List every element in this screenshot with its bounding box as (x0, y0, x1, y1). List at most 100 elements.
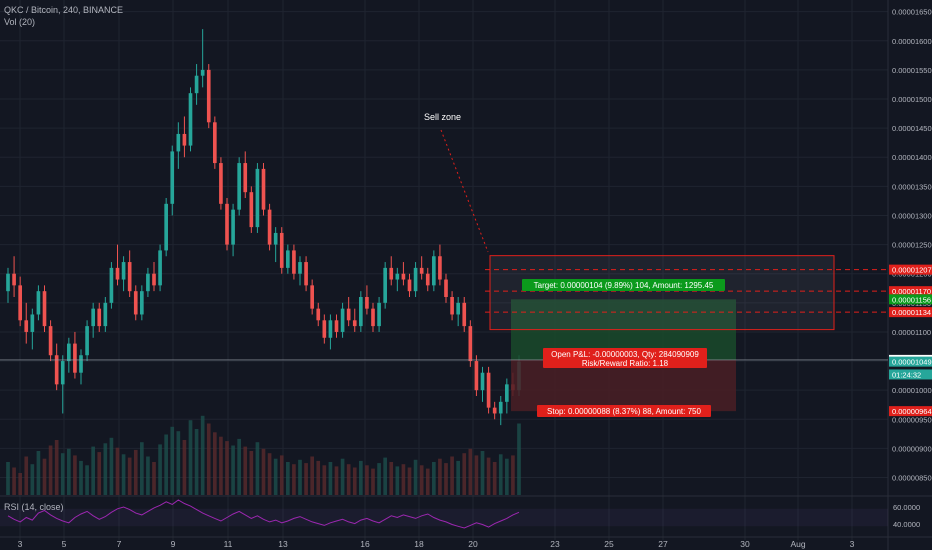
candle-body (486, 372, 491, 408)
candle-body (152, 273, 156, 286)
date-label: 27 (658, 539, 668, 549)
volume-bar (298, 459, 302, 495)
volume-bar (456, 460, 460, 495)
volume-bar (231, 445, 235, 495)
candle-body (127, 262, 132, 292)
candle-body (140, 291, 144, 315)
volume-bar (36, 451, 41, 495)
candle-body (413, 267, 418, 292)
candle-body (419, 267, 424, 274)
candle-body (383, 267, 387, 303)
price-tag-label: 0.00001207 (892, 266, 932, 275)
rsi-band (0, 508, 888, 527)
volume-bar (164, 434, 168, 495)
date-label: 3 (18, 539, 23, 549)
date-label: 20 (468, 539, 478, 549)
volume-bar (279, 455, 284, 495)
volume-bar (188, 420, 193, 495)
volume-bar (200, 415, 205, 495)
volume-bar (401, 464, 406, 495)
candle-body (91, 308, 95, 327)
candle-body (492, 407, 497, 414)
candle-body (279, 232, 284, 268)
volume-bar (206, 423, 211, 495)
price-tick-label: 0.00001500 (892, 95, 932, 104)
date-label: 30 (740, 539, 750, 549)
candle-body (249, 192, 254, 228)
price-tick-label: 0.00001650 (892, 8, 932, 17)
volume-bar (73, 455, 77, 495)
volume-bar (340, 458, 345, 495)
candle-body (328, 320, 333, 338)
candle-body (462, 302, 467, 327)
volume-bar (219, 436, 223, 495)
volume-bar (60, 453, 65, 495)
volume-bar (334, 466, 339, 495)
price-tick-label: 0.00000900 (892, 444, 932, 453)
volume-bar (213, 432, 217, 495)
candle-body (425, 273, 430, 286)
candle-body (176, 133, 181, 152)
price-tick-label: 0.00001250 (892, 241, 932, 250)
candle-body (432, 256, 436, 286)
price-tick-label: 0.00001600 (892, 37, 932, 46)
volume-bar (109, 437, 114, 495)
volume-bar (140, 442, 144, 495)
volume-bar (359, 460, 363, 495)
candle-body (225, 203, 229, 245)
pnl-label: Risk/Reward Ratio: 1.18 (582, 359, 669, 368)
candle-body (6, 273, 10, 292)
candle-body (30, 314, 35, 332)
sell-zone-box (489, 255, 835, 331)
volume-bar (383, 457, 387, 495)
volume-label: Vol (20) (4, 17, 36, 27)
price-tick-label: 0.00000950 (892, 415, 932, 424)
volume-bar (127, 457, 132, 495)
candle-body (170, 151, 175, 204)
volume-bar (480, 451, 485, 495)
volume-bar (310, 456, 314, 495)
rsi-tick-label: 60.0000 (893, 503, 920, 512)
date-label: Aug (790, 539, 805, 549)
volume-bar (492, 462, 497, 495)
candle-body (304, 262, 308, 286)
volume-bar (97, 452, 102, 495)
volume-bar (407, 467, 412, 495)
candle-body (115, 267, 120, 280)
volume-bar (365, 465, 369, 495)
candle-body (261, 168, 266, 210)
price-tag-box (889, 356, 932, 367)
price-tag-label: 0.00001134 (892, 308, 931, 317)
candle-body (146, 273, 150, 292)
candle-body (133, 291, 138, 315)
volume-bar (255, 442, 260, 495)
volume-bar (425, 468, 430, 495)
volume-bar (389, 462, 394, 495)
candle-body (158, 250, 162, 286)
candle-body (255, 168, 260, 228)
price-tick-label: 0.00001300 (892, 211, 932, 220)
volume-bar (176, 431, 181, 495)
candle-body (505, 384, 509, 402)
volume-bar (371, 468, 375, 495)
volume-bar (322, 465, 327, 495)
volume-bar (468, 448, 473, 495)
price-tag-box (889, 406, 932, 417)
candle-body (194, 75, 199, 94)
volume-bar (438, 458, 442, 495)
candle-body (389, 267, 394, 280)
candle-body (67, 343, 71, 362)
price-tag-label: 0.00000964 (892, 407, 932, 416)
candle-body (352, 320, 357, 327)
price-tick-label: 0.00001400 (892, 153, 932, 162)
candle-body (480, 372, 485, 391)
candle-body (18, 285, 22, 321)
candle-body (407, 279, 412, 292)
volume-bar (261, 448, 266, 495)
volume-bar (6, 462, 10, 495)
volume-bar (273, 458, 278, 495)
candle-body (48, 326, 53, 356)
date-label: 16 (360, 539, 370, 549)
